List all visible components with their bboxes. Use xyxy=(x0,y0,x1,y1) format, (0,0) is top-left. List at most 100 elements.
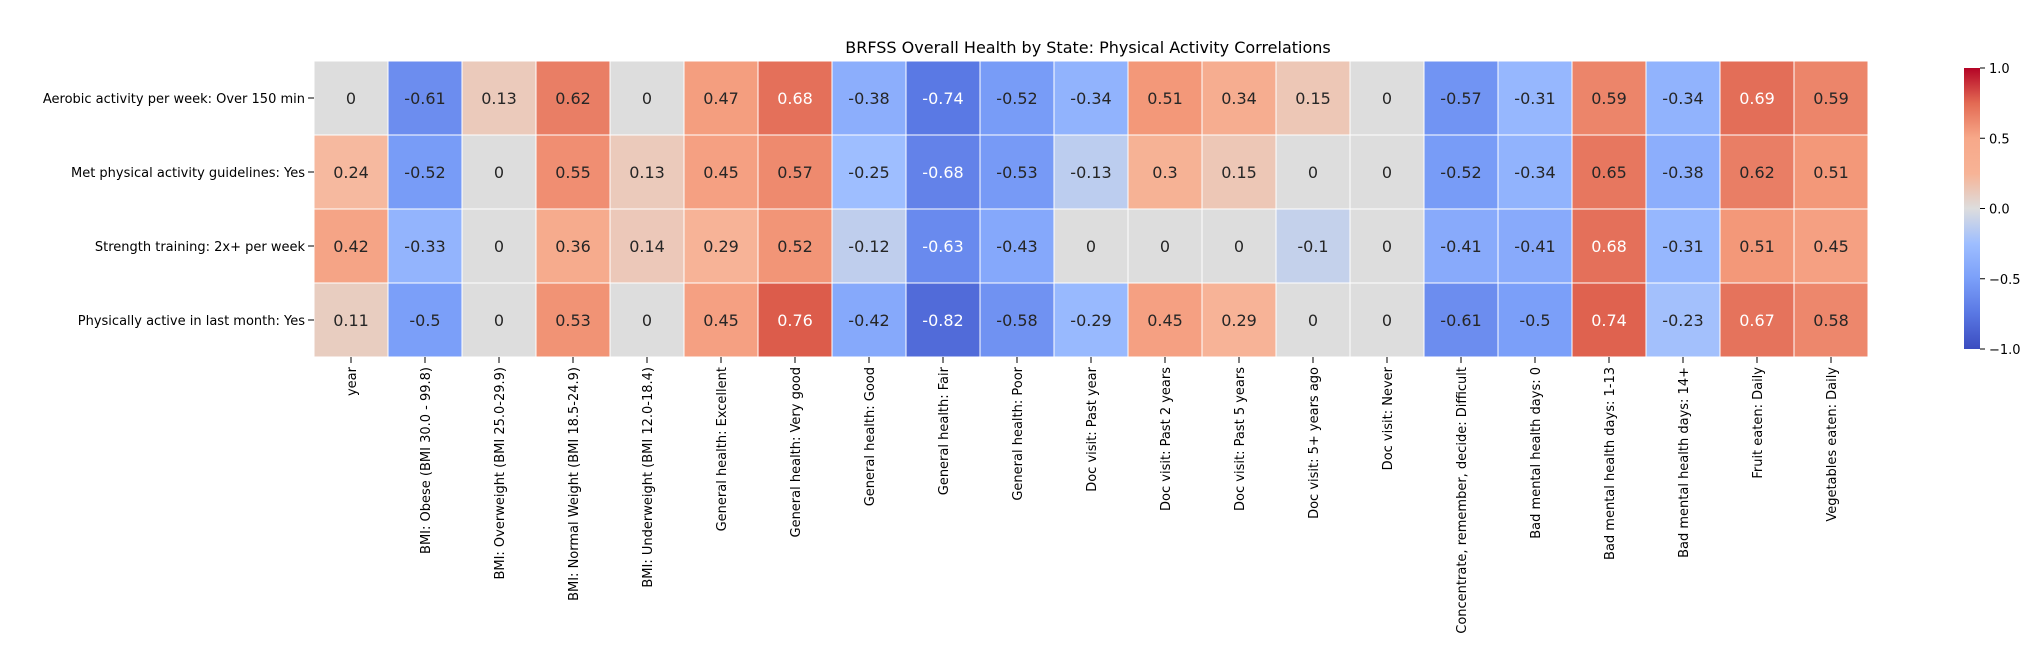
heatmap-cell xyxy=(1645,134,1721,210)
heatmap-cell xyxy=(1201,282,1277,358)
cell-value-label: 0.3 xyxy=(1152,163,1177,182)
column-label: Bad mental health days: 0 xyxy=(1529,367,1544,539)
cell-value-label: 0.58 xyxy=(1813,311,1849,330)
heatmap-cell xyxy=(1719,282,1795,358)
heatmap-cell xyxy=(461,60,537,136)
heatmap-cell xyxy=(1497,208,1573,284)
heatmap-cell xyxy=(905,208,981,284)
cell-value-label: -0.38 xyxy=(848,89,889,108)
cell-value-label: -0.58 xyxy=(996,311,1037,330)
cell-value-label: 0.62 xyxy=(555,89,591,108)
cell-value-label: 0.29 xyxy=(1221,311,1257,330)
cell-value-label: 0.15 xyxy=(1295,89,1331,108)
cell-value-label: -0.52 xyxy=(996,89,1037,108)
colorbar-tick-label: 0.0 xyxy=(1989,203,2010,218)
cell-value-label: -0.43 xyxy=(996,237,1037,256)
heatmap-cell xyxy=(1423,282,1499,358)
colorbar-tick-label: −1.0 xyxy=(1989,343,2021,358)
cell-value-label: -0.53 xyxy=(996,163,1037,182)
cell-value-label: -0.34 xyxy=(1070,89,1111,108)
cell-value-label: 0.53 xyxy=(555,311,591,330)
cell-value-label: 0.52 xyxy=(777,237,813,256)
heatmap-cell xyxy=(1275,60,1351,136)
colorbar-gradient xyxy=(1964,68,1980,349)
heatmap-cell xyxy=(1423,134,1499,210)
cell-value-label: 0 xyxy=(494,311,504,330)
heatmap-cell xyxy=(313,208,389,284)
cell-value-label: 0.42 xyxy=(333,237,369,256)
heatmap-cell xyxy=(1053,282,1129,358)
heatmap-cell xyxy=(757,282,833,358)
cell-value-label: -0.42 xyxy=(848,311,889,330)
cell-value-label: -0.5 xyxy=(409,311,440,330)
row-label: Physically active in last month: Yes xyxy=(78,314,305,329)
column-label: General health: Fair xyxy=(937,366,952,495)
heatmap-cell xyxy=(1127,60,1203,136)
cell-value-label: -0.29 xyxy=(1070,311,1111,330)
cell-value-label: 0 xyxy=(346,89,356,108)
heatmap-cell xyxy=(1645,208,1721,284)
cell-value-label: 0 xyxy=(1382,163,1392,182)
cell-value-label: 0.14 xyxy=(629,237,665,256)
cell-value-label: 0.59 xyxy=(1813,89,1849,108)
cell-value-label: -0.13 xyxy=(1070,163,1111,182)
column-label: BMI: Normal Weight (BMI 18.5-24.9) xyxy=(567,367,582,601)
heatmap-cell xyxy=(1275,282,1351,358)
column-label: Doc visit: Past 5 years xyxy=(1233,367,1248,511)
heatmap-cell xyxy=(1719,60,1795,136)
heatmap-cell xyxy=(313,134,389,210)
heatmap-cell xyxy=(461,282,537,358)
cell-value-label: 0.45 xyxy=(703,311,739,330)
heatmap-cell xyxy=(1793,134,1869,210)
heatmap-cell xyxy=(535,208,611,284)
heatmap-cell xyxy=(1349,282,1425,358)
cell-value-label: 0.13 xyxy=(481,89,517,108)
cell-value-label: -0.31 xyxy=(1514,89,1555,108)
column-label: Doc visit: Past 2 years xyxy=(1159,367,1174,511)
column-label: BMI: Overweight (BMI 25.0-29.9) xyxy=(493,367,508,580)
cell-value-label: -0.12 xyxy=(848,237,889,256)
row-label: Met physical activity guidelines: Yes xyxy=(71,166,305,181)
heatmap-cell xyxy=(1275,134,1351,210)
colorbar: 1.0 0.5 0.0 −0.5 −1.0 xyxy=(1964,62,2021,358)
cell-value-label: 0.51 xyxy=(1813,163,1849,182)
column-label: Concentrate, remember, decide: Difficult xyxy=(1455,367,1470,634)
heatmap-cell xyxy=(1201,208,1277,284)
heatmap-cell xyxy=(1793,282,1869,358)
heatmap-cell xyxy=(757,134,833,210)
cell-value-label: -0.41 xyxy=(1440,237,1481,256)
chart-title: BRFSS Overall Health by State: Physical … xyxy=(845,38,1331,57)
cell-value-label: -0.52 xyxy=(1440,163,1481,182)
heatmap-cell xyxy=(1571,60,1647,136)
heatmap-cell xyxy=(979,60,1055,136)
column-label: Doc visit: Past year xyxy=(1085,366,1100,491)
cell-value-label: -0.5 xyxy=(1519,311,1550,330)
cell-value-label: 0 xyxy=(494,237,504,256)
cell-value-label: 0 xyxy=(1234,237,1244,256)
colorbar-tick-label: −0.5 xyxy=(1989,273,2021,288)
column-label: Vegetables eaten: Daily xyxy=(1825,367,1840,522)
cell-value-label: 0.45 xyxy=(1147,311,1183,330)
heatmap-cell xyxy=(683,208,759,284)
cell-value-label: 0 xyxy=(1086,237,1096,256)
cell-value-label: 0.62 xyxy=(1739,163,1775,182)
cell-value-label: 0.36 xyxy=(555,237,591,256)
cell-value-label: 0.45 xyxy=(1813,237,1849,256)
heatmap-cell xyxy=(757,208,833,284)
cell-value-label: -0.31 xyxy=(1662,237,1703,256)
cell-value-label: -0.1 xyxy=(1297,237,1328,256)
row-label: Aerobic activity per week: Over 150 min xyxy=(43,92,305,107)
cell-value-label: 0.69 xyxy=(1739,89,1775,108)
heatmap-cell xyxy=(387,134,463,210)
column-label: General health: Very good xyxy=(789,367,804,538)
cell-value-label: -0.61 xyxy=(1440,311,1481,330)
heatmap-cell xyxy=(1571,282,1647,358)
cell-value-label: 0.55 xyxy=(555,163,591,182)
heatmap-cell xyxy=(609,60,685,136)
heatmap-cell xyxy=(683,60,759,136)
cell-value-label: 0.68 xyxy=(777,89,813,108)
cell-value-label: -0.57 xyxy=(1440,89,1481,108)
cell-value-label: 0 xyxy=(1308,163,1318,182)
heatmap-cell xyxy=(831,134,907,210)
cell-value-label: 0 xyxy=(642,89,652,108)
